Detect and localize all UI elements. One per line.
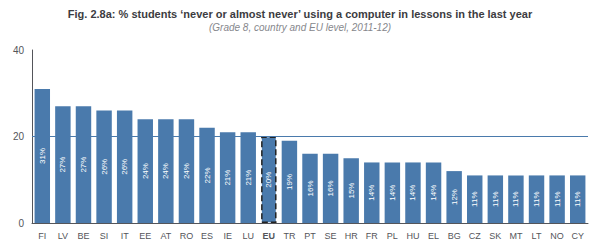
svg-text:19%: 19%: [285, 174, 294, 190]
svg-text:IE: IE: [223, 231, 232, 241]
svg-text:26%: 26%: [120, 159, 129, 175]
svg-text:SK: SK: [489, 231, 501, 241]
svg-text:EU: EU: [263, 231, 276, 241]
svg-text:ES: ES: [201, 231, 213, 241]
svg-text:40: 40: [13, 45, 25, 56]
svg-text:11%: 11%: [532, 192, 541, 207]
svg-text:Fig. 2.8a: % students ‘never o: Fig. 2.8a: % students ‘never or almost n…: [68, 8, 533, 20]
svg-text:PT: PT: [304, 231, 316, 241]
svg-text:AT: AT: [160, 231, 171, 241]
svg-text:31%: 31%: [38, 148, 47, 164]
svg-text:HU: HU: [406, 231, 419, 241]
svg-text:BG: BG: [448, 231, 461, 241]
svg-text:HR: HR: [345, 231, 358, 241]
svg-text:21%: 21%: [223, 170, 232, 186]
svg-text:26%: 26%: [100, 159, 109, 175]
svg-text:21%: 21%: [244, 170, 253, 186]
svg-text:FI: FI: [38, 231, 46, 241]
svg-text:RO: RO: [180, 231, 194, 241]
svg-text:16%: 16%: [306, 180, 315, 196]
svg-text:TR: TR: [283, 231, 295, 241]
svg-text:16%: 16%: [326, 180, 335, 196]
svg-text:EE: EE: [139, 231, 151, 241]
svg-text:14%: 14%: [367, 185, 376, 201]
svg-text:15%: 15%: [347, 183, 356, 199]
svg-text:LT: LT: [532, 231, 542, 241]
svg-text:12%: 12%: [450, 189, 459, 205]
svg-text:EL: EL: [428, 231, 439, 241]
svg-text:CY: CY: [571, 231, 584, 241]
svg-text:IT: IT: [121, 231, 130, 241]
svg-text:FR: FR: [366, 231, 378, 241]
svg-text:MT: MT: [509, 231, 522, 241]
svg-text:11%: 11%: [491, 192, 500, 207]
svg-text:14%: 14%: [388, 185, 397, 201]
svg-text:11%: 11%: [573, 192, 582, 207]
svg-text:24%: 24%: [161, 163, 170, 179]
svg-text:BE: BE: [77, 231, 89, 241]
svg-text:20%: 20%: [264, 172, 273, 188]
svg-text:14%: 14%: [429, 185, 438, 201]
svg-text:SE: SE: [325, 231, 337, 241]
svg-text:0: 0: [18, 218, 24, 229]
svg-text:PL: PL: [387, 231, 398, 241]
svg-text:11%: 11%: [511, 192, 520, 207]
svg-text:11%: 11%: [553, 192, 562, 207]
svg-text:CZ: CZ: [469, 231, 481, 241]
svg-text:11%: 11%: [470, 192, 479, 207]
svg-text:NO: NO: [550, 231, 564, 241]
svg-text:(Grade 8, country and EU level: (Grade 8, country and EU level, 2011-12): [209, 22, 391, 33]
svg-text:24%: 24%: [141, 163, 150, 179]
svg-text:20: 20: [13, 131, 25, 142]
svg-text:14%: 14%: [408, 185, 417, 201]
svg-text:LV: LV: [58, 231, 68, 241]
svg-text:22%: 22%: [203, 167, 212, 183]
svg-text:24%: 24%: [182, 163, 191, 179]
svg-text:SI: SI: [100, 231, 109, 241]
svg-text:LU: LU: [242, 231, 254, 241]
svg-text:27%: 27%: [79, 157, 88, 173]
svg-text:27%: 27%: [58, 157, 67, 173]
